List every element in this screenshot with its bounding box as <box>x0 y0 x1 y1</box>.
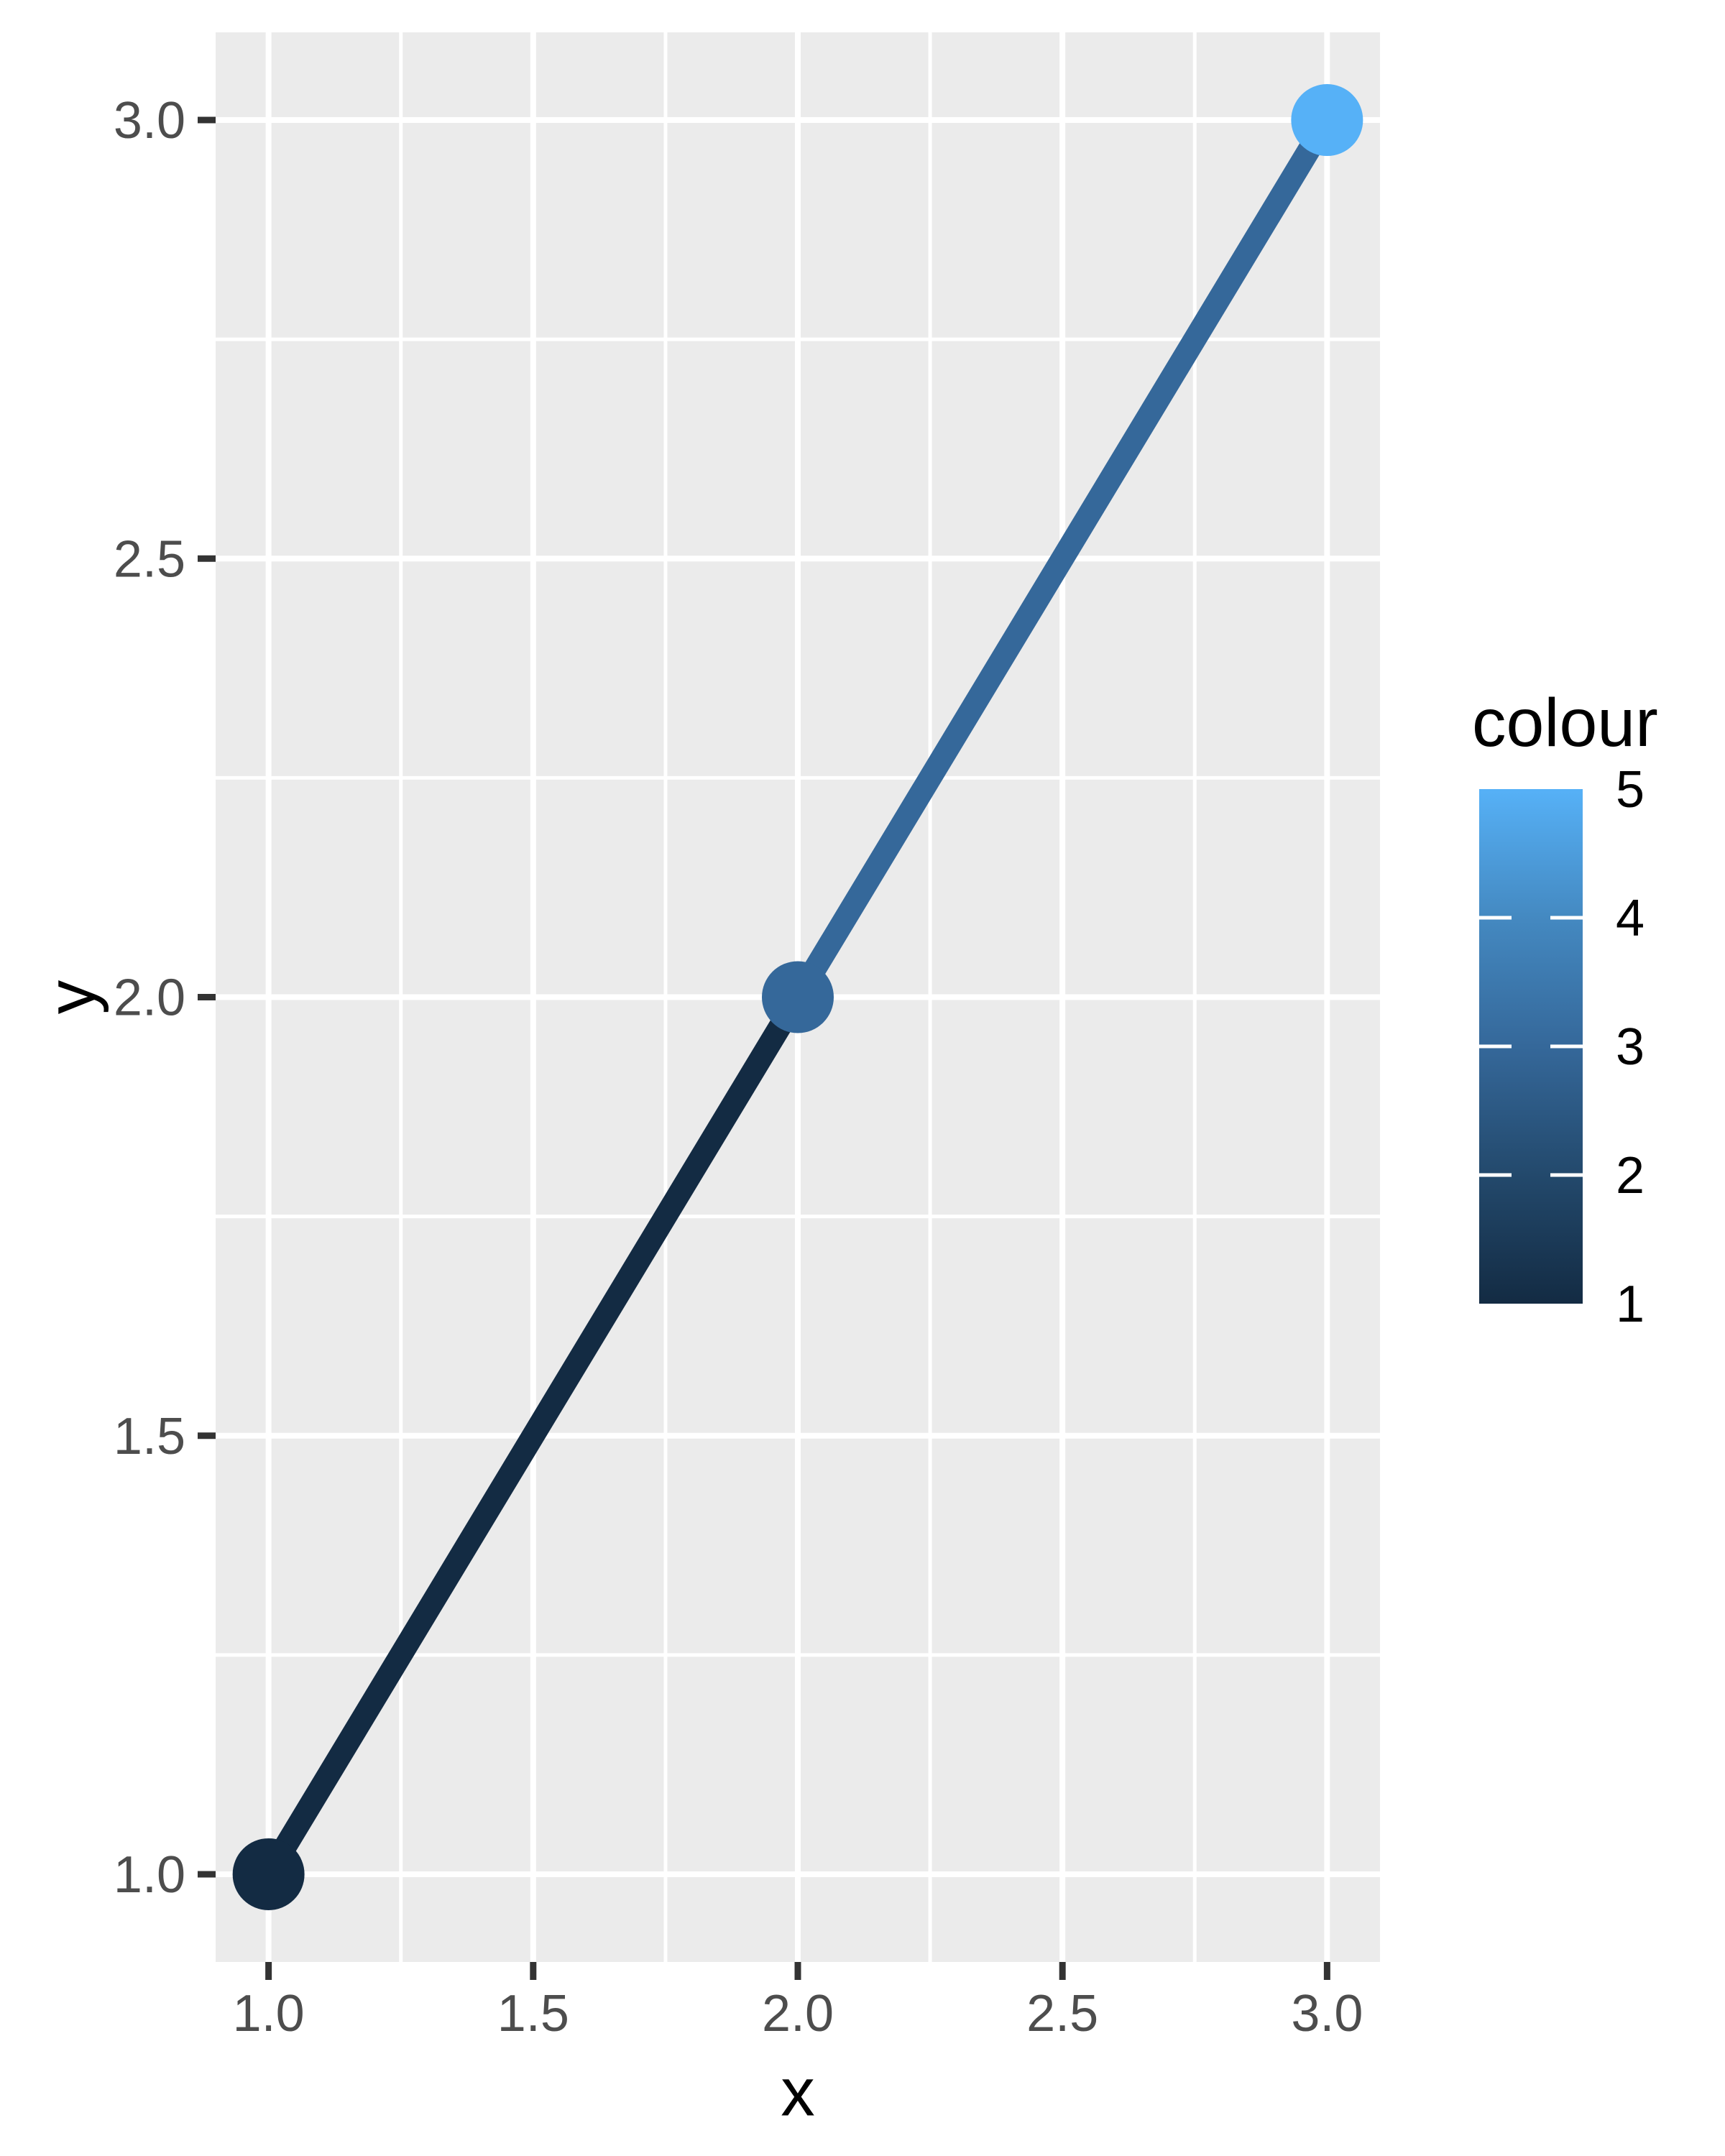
x-axis-tick-label: 2.0 <box>762 1985 834 2042</box>
legend-tick-label: 4 <box>1616 890 1644 947</box>
line-segment <box>258 991 808 1881</box>
legend-tick-label: 5 <box>1616 761 1644 819</box>
y-axis-tick-label: 1.0 <box>114 1846 185 1904</box>
x-axis-title: x <box>781 2054 815 2130</box>
y-axis-tick-label: 2.5 <box>114 530 185 588</box>
legend-tick-label: 1 <box>1616 1276 1644 1333</box>
data-point <box>232 1838 305 1910</box>
data-point <box>762 961 834 1033</box>
legend-tick-label: 3 <box>1616 1018 1644 1076</box>
x-axis-tick-label: 2.5 <box>1026 1985 1098 2042</box>
legend-title: colour <box>1472 685 1658 761</box>
y-axis-tick-label: 1.5 <box>114 1408 185 1465</box>
x-axis-tick-label: 3.0 <box>1291 1985 1363 2042</box>
y-axis-tick-label: 3.0 <box>114 92 185 149</box>
x-axis-tick-label: 1.5 <box>497 1985 569 2042</box>
x-axis-tick-label: 1.0 <box>233 1985 305 2042</box>
legend-tick-label: 2 <box>1616 1147 1644 1204</box>
data-point <box>1291 84 1363 157</box>
line-segment <box>788 114 1338 1003</box>
y-axis-title: y <box>33 980 109 1014</box>
y-axis-tick-label: 2.0 <box>114 969 185 1027</box>
